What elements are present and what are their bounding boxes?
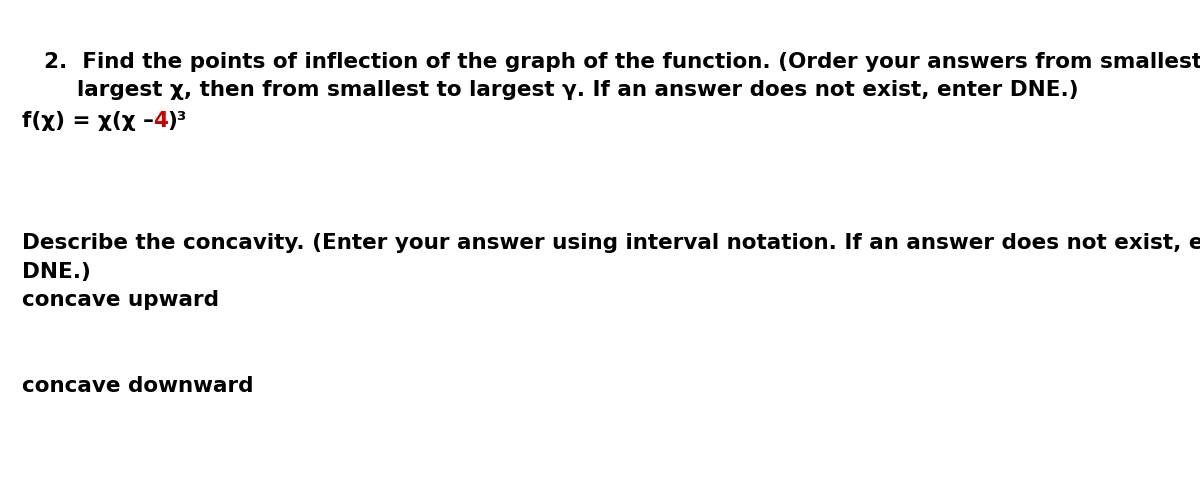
Text: 2.  Find the points of inflection of the graph of the function. (Order your answ: 2. Find the points of inflection of the … bbox=[43, 52, 1200, 72]
Text: largest χ, then from smallest to largest γ. If an answer does not exist, enter D: largest χ, then from smallest to largest… bbox=[77, 80, 1078, 100]
Text: 4: 4 bbox=[152, 111, 168, 131]
Text: f(χ) = χ(χ –: f(χ) = χ(χ – bbox=[22, 111, 161, 131]
Text: concave downward: concave downward bbox=[22, 376, 253, 396]
Text: )³: )³ bbox=[167, 111, 186, 131]
Text: Describe the concavity. (Enter your answer using interval notation. If an answer: Describe the concavity. (Enter your answ… bbox=[22, 233, 1200, 252]
Text: concave upward: concave upward bbox=[22, 290, 218, 309]
Text: DNE.): DNE.) bbox=[22, 262, 91, 282]
